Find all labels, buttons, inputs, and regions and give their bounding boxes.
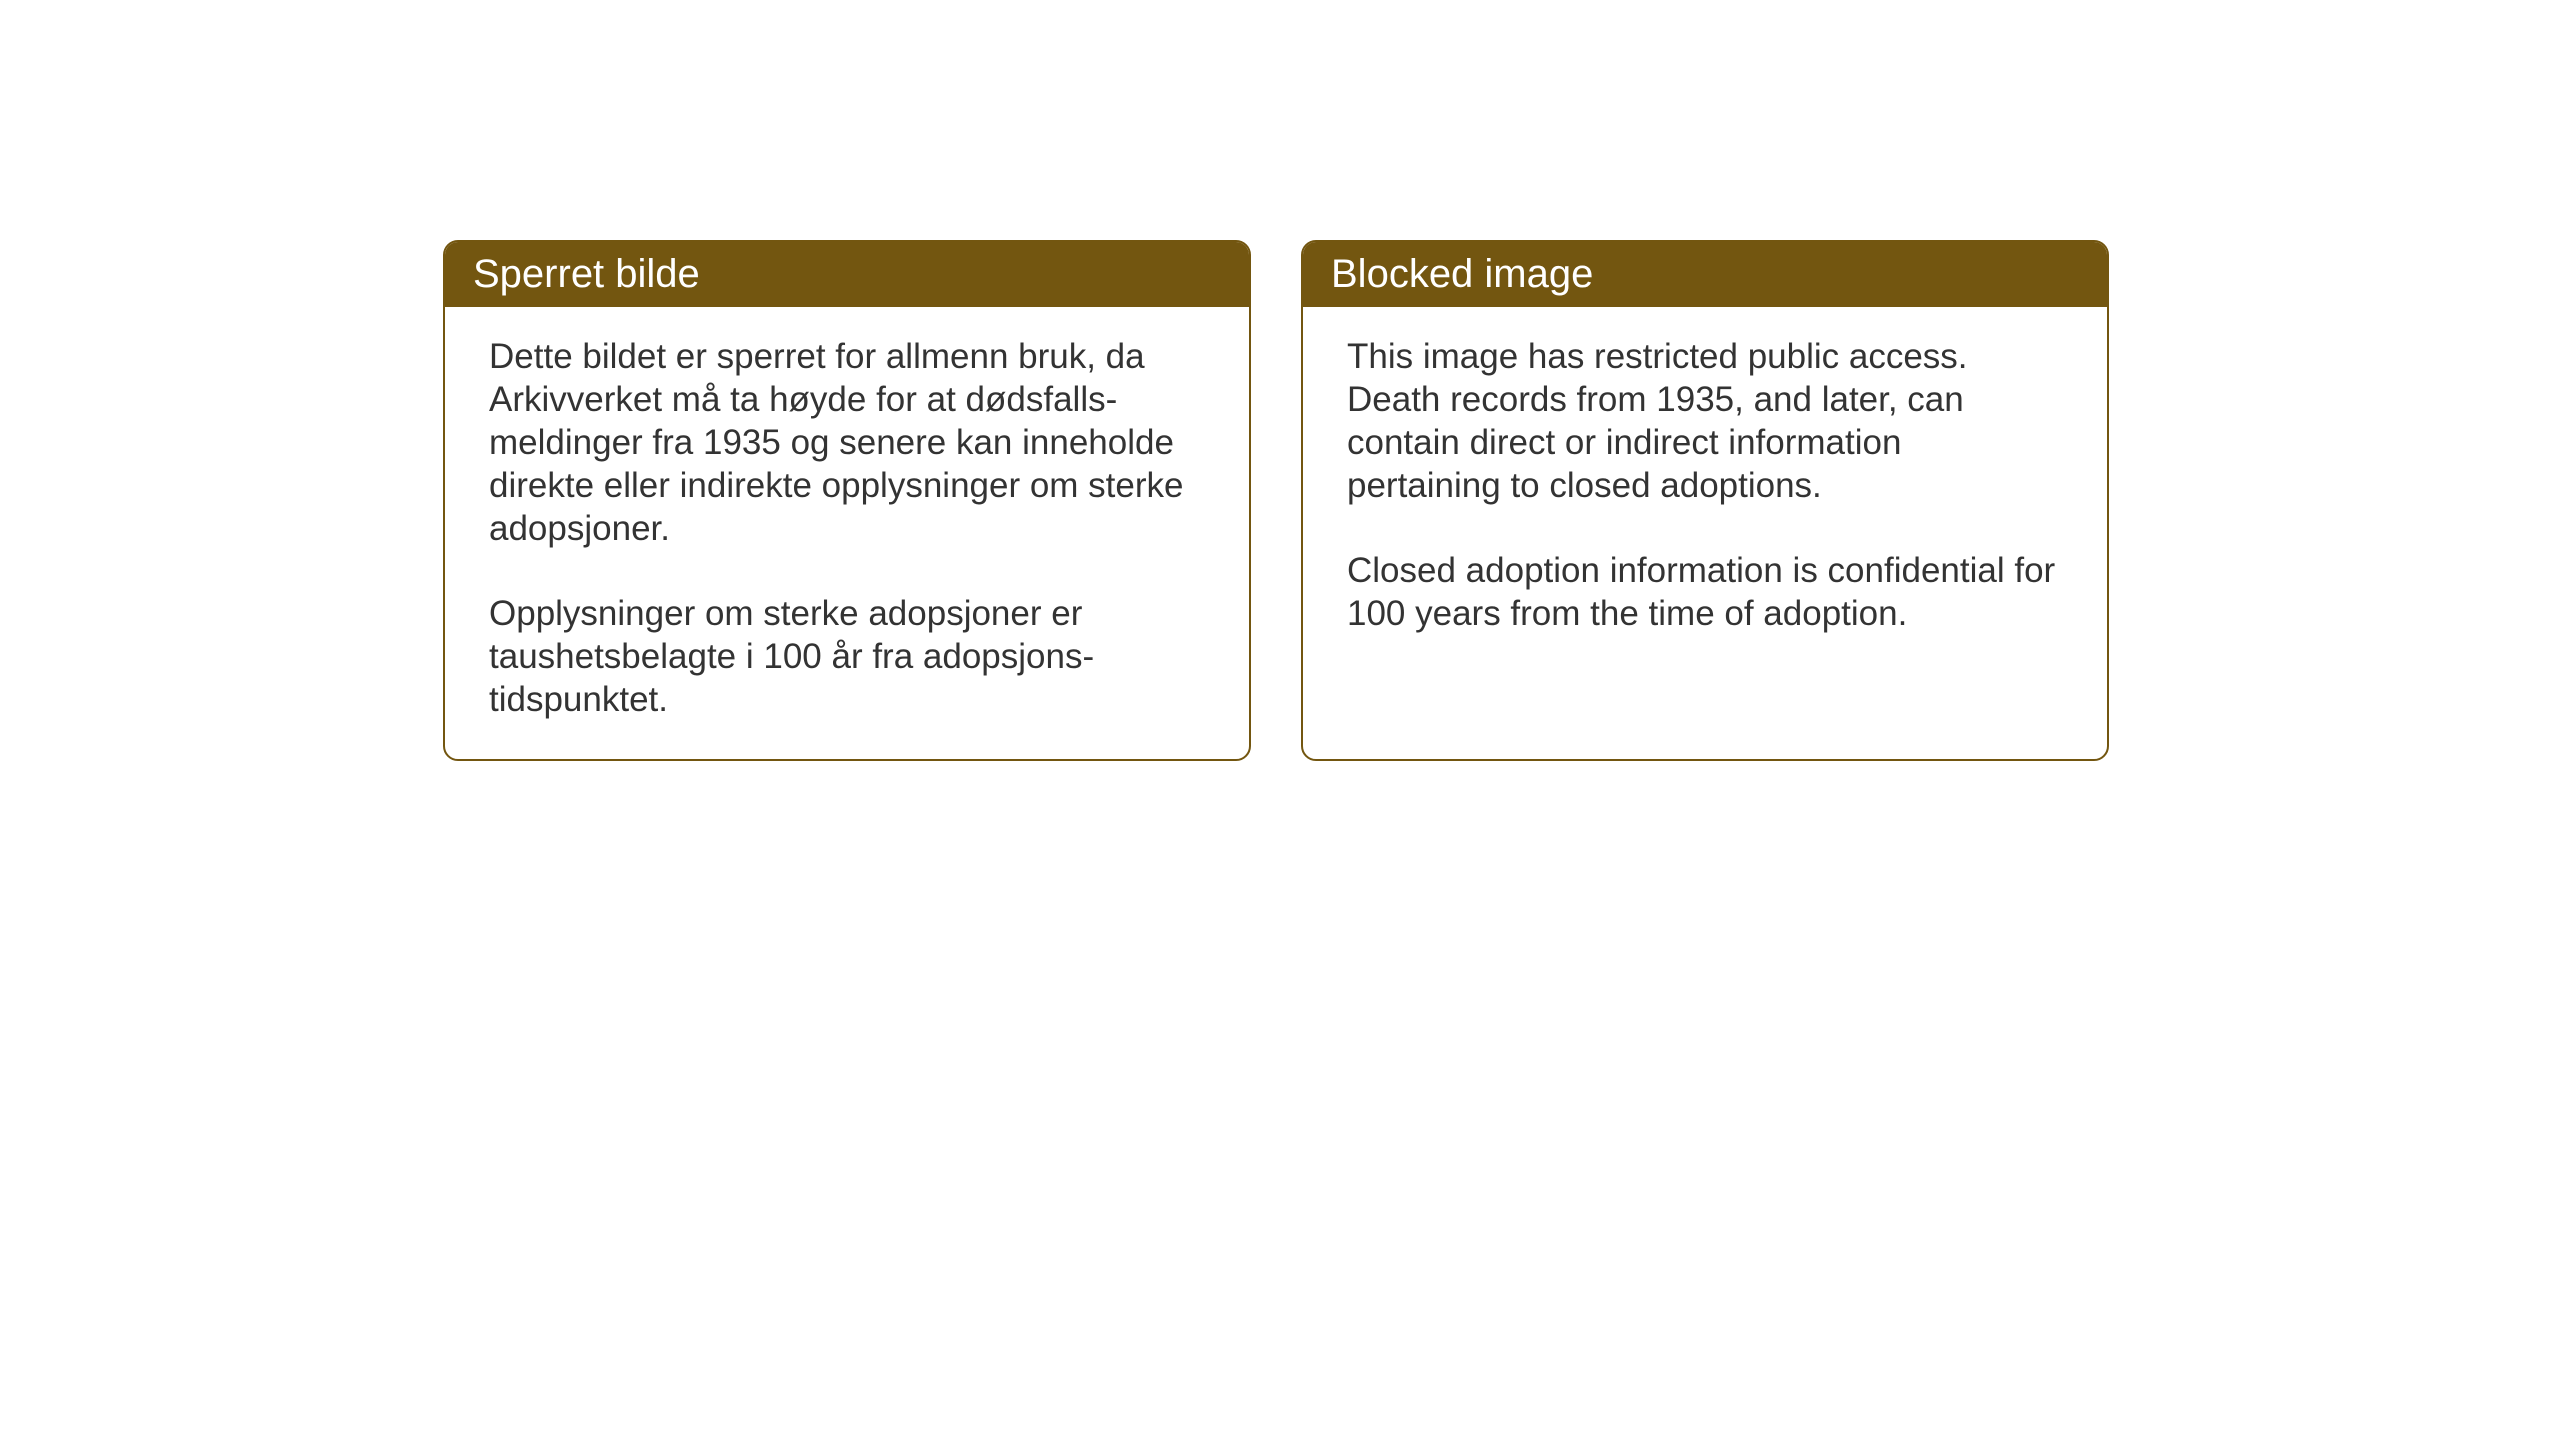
notice-paragraph-2-norwegian: Opplysninger om sterke adopsjoner er tau… [489, 592, 1205, 721]
notice-box-norwegian: Sperret bilde Dette bildet er sperret fo… [443, 240, 1251, 761]
notice-header-english: Blocked image [1303, 242, 2107, 307]
notice-body-norwegian: Dette bildet er sperret for allmenn bruk… [445, 307, 1249, 759]
notice-paragraph-1-norwegian: Dette bildet er sperret for allmenn bruk… [489, 335, 1205, 550]
notice-box-english: Blocked image This image has restricted … [1301, 240, 2109, 761]
notice-title-english: Blocked image [1331, 252, 1593, 296]
notice-paragraph-1-english: This image has restricted public access.… [1347, 335, 2063, 507]
notice-container: Sperret bilde Dette bildet er sperret fo… [443, 240, 2109, 761]
notice-paragraph-2-english: Closed adoption information is confident… [1347, 549, 2063, 635]
notice-header-norwegian: Sperret bilde [445, 242, 1249, 307]
notice-title-norwegian: Sperret bilde [473, 252, 700, 296]
notice-body-english: This image has restricted public access.… [1303, 307, 2107, 673]
